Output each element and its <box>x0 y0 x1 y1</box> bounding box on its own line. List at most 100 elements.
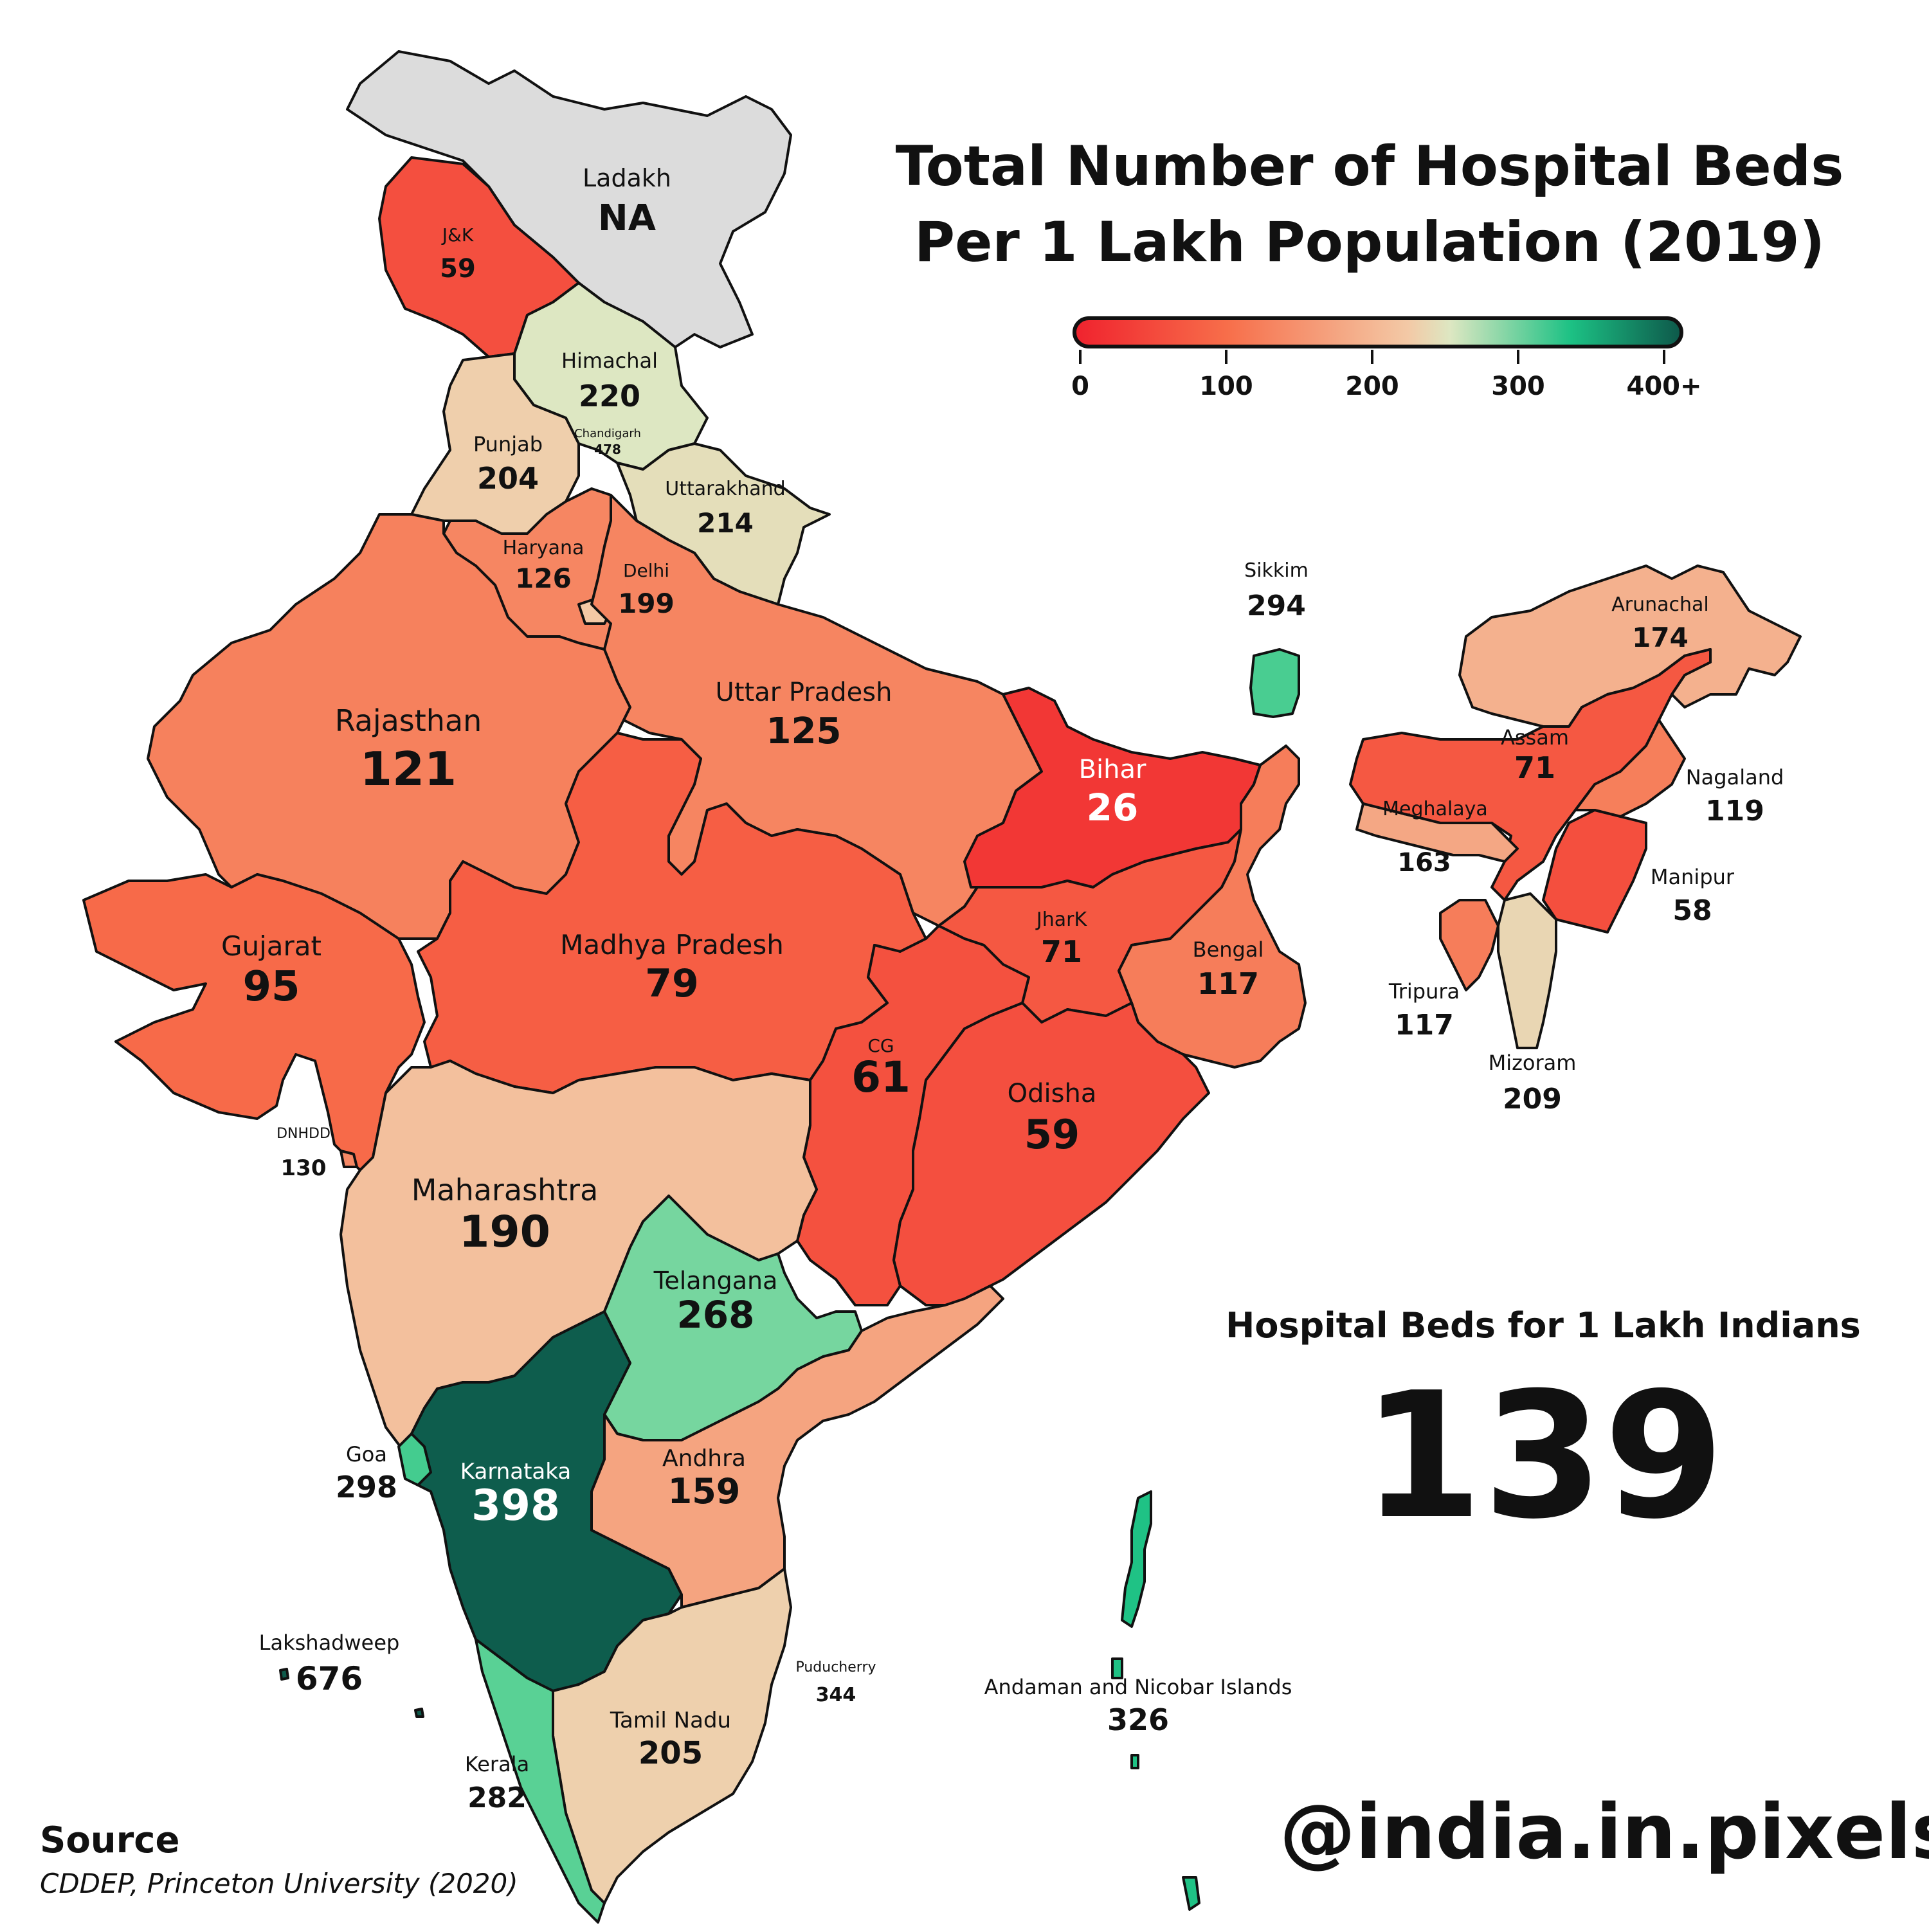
region-name-tripura: Tripura <box>1388 979 1460 1004</box>
region-value-maharashtra: 190 <box>459 1207 550 1258</box>
region-value-andhra: 159 <box>668 1471 741 1512</box>
region-value-assam: 71 <box>1514 750 1555 785</box>
region-mizoram <box>1497 892 1557 1049</box>
region-name-mizoram: Mizoram <box>1489 1051 1577 1075</box>
region-value-andaman: 326 <box>1107 1702 1169 1737</box>
region-value-bengal: 117 <box>1197 966 1259 1001</box>
scale-tick <box>1517 350 1519 364</box>
region-value-bihar: 26 <box>1087 786 1139 829</box>
region-gujarat <box>82 873 426 1171</box>
region-name-goa: Goa <box>346 1442 387 1467</box>
region-name-gujarat: Gujarat <box>221 930 322 962</box>
scale-tick-label: 0 <box>1071 372 1089 401</box>
scale-tick <box>1225 350 1227 364</box>
region-name-tn: Tamil Nadu <box>610 1708 731 1733</box>
region-name-assam: Assam <box>1501 725 1569 750</box>
region-value-jharkhand: 71 <box>1041 934 1082 969</box>
region-name-bihar: Bihar <box>1079 755 1146 784</box>
region-name-jharkhand: JharK <box>1035 908 1088 931</box>
map-title: Total Number of Hospital Beds Per 1 Lakh… <box>887 129 1852 280</box>
region-odisha <box>892 1002 1210 1306</box>
region-value-puducherry: 344 <box>816 1684 856 1706</box>
region-name-jk: J&K <box>441 224 474 246</box>
region-name-arunachal: Arunachal <box>1611 593 1709 616</box>
region-value-manipur: 58 <box>1672 894 1712 927</box>
region-value-arunachal: 174 <box>1632 622 1689 653</box>
region-value-gujarat: 95 <box>242 963 300 1011</box>
region-kerala <box>475 1638 606 1924</box>
region-name-maharashtra: Maharashtra <box>412 1173 599 1207</box>
region-value-himachal: 220 <box>579 379 640 413</box>
region-value-mizoram: 209 <box>1503 1083 1562 1115</box>
region-name-karnataka: Karnataka <box>460 1459 571 1485</box>
source-text: CDDEP, Princeton University (2020) <box>40 1868 518 1899</box>
region-value-up: 125 <box>766 710 842 752</box>
region-name-mp: Madhya Pradesh <box>560 929 784 961</box>
region-value-dnhdd: 130 <box>281 1155 327 1181</box>
region-name-himachal: Himachal <box>561 348 658 373</box>
region-value-chandigarh: 478 <box>594 442 621 457</box>
region-value-ladakh: NA <box>598 197 657 239</box>
region-name-up: Uttar Pradesh <box>716 678 892 707</box>
region-value-haryana: 126 <box>515 563 572 594</box>
region-dnhdd <box>340 1150 358 1168</box>
region-value-lakshadweep: 676 <box>296 1660 363 1697</box>
title-line-1: Total Number of Hospital Beds <box>895 134 1844 199</box>
region-name-rajasthan: Rajasthan <box>335 703 482 738</box>
region-name-uttarakhand: Uttarakhand <box>665 478 785 500</box>
region-name-puducherry: Puducherry <box>795 1659 876 1675</box>
title-line-2: Per 1 Lakh Population (2019) <box>914 210 1825 275</box>
region-name-punjab: Punjab <box>473 432 543 456</box>
region-value-sikkim: 294 <box>1247 590 1306 622</box>
region-value-nagaland: 119 <box>1705 795 1764 827</box>
region-manipur <box>1542 809 1647 934</box>
color-scale-bar <box>1073 316 1683 348</box>
region-tripura <box>1439 899 1499 991</box>
region-value-odisha: 59 <box>1024 1111 1080 1158</box>
scale-tick-label: 400+ <box>1626 372 1702 401</box>
scale-tick <box>1079 350 1082 364</box>
region-value-punjab: 204 <box>477 461 539 496</box>
region-value-tripura: 117 <box>1395 1009 1454 1042</box>
source-title: Source <box>40 1819 180 1861</box>
region-name-dnhdd: DNHDD <box>276 1126 331 1142</box>
region-name-meghalaya: Meghalaya <box>1382 798 1488 820</box>
region-name-delhi: Delhi <box>623 560 669 581</box>
region-meghalaya <box>1355 802 1519 863</box>
region-value-uttarakhand: 214 <box>697 507 754 539</box>
scale-tick-label: 200 <box>1345 372 1399 401</box>
scale-tick-label: 300 <box>1491 372 1545 401</box>
region-name-lakshadweep: Lakshadweep <box>259 1630 400 1655</box>
region-name-bengal: Bengal <box>1193 937 1264 962</box>
region-value-meghalaya: 163 <box>1397 848 1451 878</box>
scale-tick <box>1371 350 1373 364</box>
region-name-odisha: Odisha <box>1008 1079 1097 1108</box>
region-bengal <box>1118 745 1307 1069</box>
region-andaman <box>1111 1490 1200 1911</box>
national-average-label: Hospital Beds for 1 Lakh Indians <box>1226 1305 1861 1346</box>
region-name-chandigarh: Chandigarh <box>574 427 641 440</box>
region-name-nagaland: Nagaland <box>1686 765 1784 790</box>
national-average-value: 139 <box>1362 1355 1725 1557</box>
region-value-kerala: 282 <box>467 1782 527 1814</box>
scale-tick <box>1663 350 1665 364</box>
region-value-delhi: 199 <box>618 588 675 619</box>
region-value-jk: 59 <box>440 254 476 284</box>
region-value-rajasthan: 121 <box>360 742 457 796</box>
region-name-andaman: Andaman and Nicobar Islands <box>984 1675 1292 1699</box>
scale-tick-label: 100 <box>1199 372 1253 401</box>
region-name-cg: CG <box>867 1035 894 1056</box>
region-name-telangana: Telangana <box>653 1267 778 1295</box>
region-name-manipur: Manipur <box>1651 865 1735 889</box>
region-value-mp: 79 <box>645 961 699 1006</box>
region-name-kerala: Kerala <box>465 1752 529 1776</box>
region-value-goa: 298 <box>336 1470 397 1504</box>
region-name-sikkim: Sikkim <box>1244 559 1309 582</box>
region-name-ladakh: Ladakh <box>583 164 671 192</box>
region-sikkim <box>1249 648 1300 718</box>
region-value-cg: 61 <box>851 1052 910 1102</box>
region-value-tn: 205 <box>638 1735 703 1771</box>
author-handle: @india.in.pixels <box>1280 1787 1929 1876</box>
